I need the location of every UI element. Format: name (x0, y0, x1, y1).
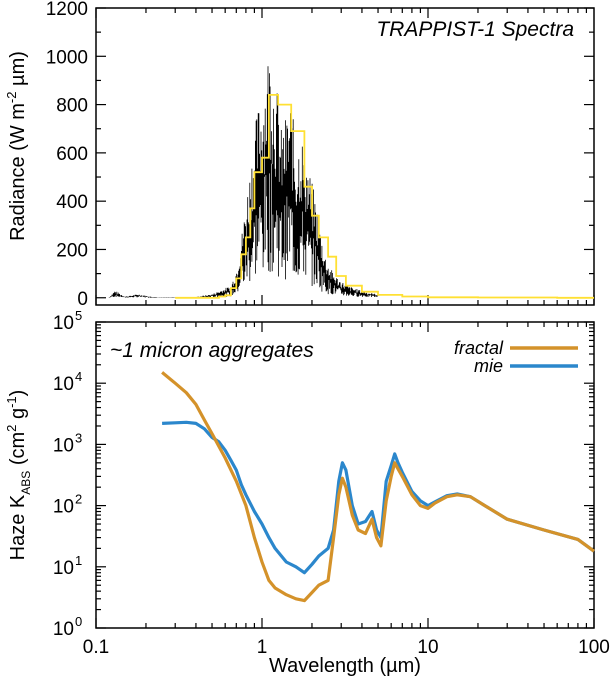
y-tick-label: 10 (53, 619, 74, 640)
y-tick-exponent: 3 (75, 430, 82, 445)
bottom-series-group (161, 371, 595, 603)
y-tick-exponent: 5 (75, 308, 82, 323)
bottom-plot-frame (95, 321, 595, 629)
top-y-axis-label: Radiance (W m-2 µm) (4, 51, 29, 241)
y-tick-exponent: 0 (75, 614, 82, 629)
y-tick-label: 200 (56, 240, 88, 261)
bottom-chart-title: ~1 micron aggregates (110, 339, 314, 362)
bottom-y-axis-label: Haze KABS (cm2 g-1) (4, 390, 33, 561)
top-plot-frame (95, 7, 595, 306)
y-tick-exponent: 1 (75, 553, 82, 568)
series-line-mie (162, 420, 595, 575)
legend-label-fractal: fractal (454, 338, 504, 358)
y-tick-label: 10 (53, 558, 74, 579)
top-series-group (108, 66, 594, 299)
y-tick-label: 10 (53, 435, 74, 456)
top-axis-ticks: 0 200 400 600 800 1000 1200 (46, 0, 595, 310)
y-tick-label: 1000 (46, 47, 88, 68)
y-tick-exponent: 4 (75, 369, 82, 384)
top-chart-title: TRAPPIST-1 Spectra (376, 18, 574, 41)
x-tick-label: 0.1 (83, 637, 109, 658)
y-tick-label: 600 (56, 144, 88, 165)
y-tick-label: 10 (53, 497, 74, 518)
y-tick-label: 10 (53, 313, 74, 334)
x-axis-label: Wavelength (µm) (269, 655, 421, 677)
legend: fractal mie (454, 338, 578, 376)
y-tick-label: 0 (77, 289, 88, 310)
x-tick-label: 100 (578, 637, 610, 658)
y-tick-label: 800 (56, 96, 88, 117)
series-line-fractal (161, 371, 595, 603)
x-tick-label: 1 (257, 637, 268, 658)
series-line-binned-spectrum (175, 94, 594, 299)
y-tick-label: 400 (56, 192, 88, 213)
y-tick-label: 10 (53, 374, 74, 395)
legend-label-mie: mie (474, 356, 503, 376)
y-tick-label: 1200 (46, 0, 88, 20)
y-tick-exponent: 2 (75, 492, 82, 507)
x-tick-label: 10 (417, 637, 438, 658)
series-line-high-resolution-spectrum (108, 66, 379, 298)
